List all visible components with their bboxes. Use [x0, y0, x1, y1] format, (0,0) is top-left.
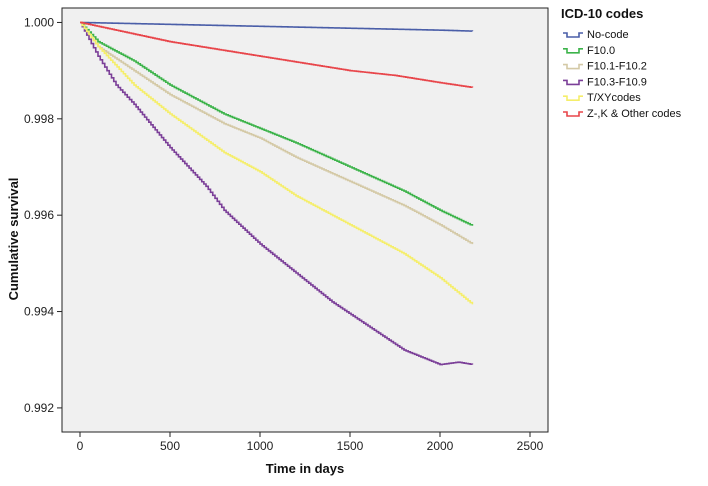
x-tick-label: 1500 — [337, 439, 364, 453]
x-axis-ticks: 0 500 1000 1500 2000 2500 — [77, 432, 544, 453]
legend-swatch — [563, 48, 583, 54]
legend-item: No-code — [563, 29, 629, 41]
legend-item: Z-,K & Other codes — [563, 108, 682, 120]
series-line-5 — [80, 21, 474, 88]
series-line-0 — [80, 21, 474, 32]
x-tick-label: 2500 — [517, 439, 544, 453]
legend-swatch — [563, 95, 583, 101]
series-line-3 — [80, 21, 474, 366]
legend-label: F10.0 — [587, 45, 615, 57]
series-line-2 — [80, 21, 474, 245]
series-line-4 — [80, 21, 474, 305]
y-axis-ticks: 0.992 0.994 0.996 0.998 1.000 — [24, 15, 62, 415]
legend-label: No-code — [587, 29, 629, 41]
x-tick-label: 1000 — [247, 439, 274, 453]
x-axis-title: Time in days — [266, 461, 345, 476]
legend-label: F10.1-F10.2 — [587, 61, 647, 73]
legend-swatch — [563, 79, 583, 86]
legend-label: T/XYcodes — [587, 92, 641, 104]
legend-label: Z-,K & Other codes — [587, 108, 682, 120]
y-axis-title: Cumulative survival — [6, 178, 21, 301]
x-tick-label: 500 — [160, 439, 180, 453]
plot-area — [61, 7, 549, 433]
legend-swatch — [563, 63, 583, 70]
y-tick-label: 1.000 — [24, 15, 54, 29]
legend-title: ICD-10 codes — [561, 6, 643, 21]
y-tick-label: 0.996 — [24, 208, 54, 222]
legend-swatch — [563, 32, 583, 38]
legend-item: F10.1-F10.2 — [563, 61, 647, 73]
y-tick-label: 0.998 — [24, 112, 54, 126]
y-tick-label: 0.992 — [24, 401, 54, 415]
y-tick-label: 0.994 — [24, 305, 54, 319]
legend-item: T/XYcodes — [563, 92, 641, 104]
series-layer — [80, 21, 474, 366]
series-line-1 — [80, 21, 474, 226]
legend-swatch — [563, 111, 583, 117]
x-tick-label: 2000 — [427, 439, 454, 453]
legend-item: F10.3-F10.9 — [563, 76, 647, 88]
x-tick-label: 0 — [77, 439, 84, 453]
legend: ICD-10 codes No-code F10.0 F10.1-F10.2 F10.… — [561, 6, 682, 120]
legend-items: No-code F10.0 F10.1-F10.2 F10.3-F10.9 T/XYco… — [563, 29, 682, 120]
legend-item: F10.0 — [563, 45, 615, 57]
legend-label: F10.3-F10.9 — [587, 76, 647, 88]
